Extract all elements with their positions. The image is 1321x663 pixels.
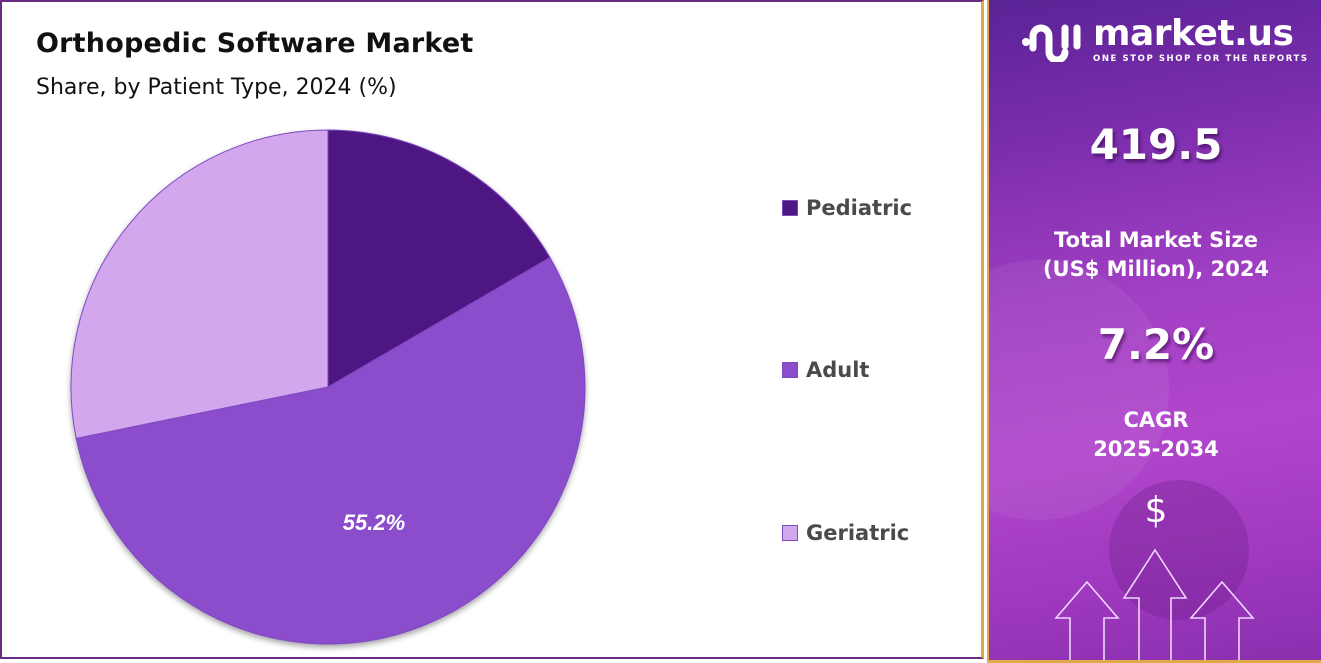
pie-slice-adult	[75, 256, 586, 645]
pie-slice-pediatric	[327, 129, 551, 388]
pie-slice-geriatric	[70, 129, 329, 439]
cagr-label-line2: 2025-2034	[1093, 437, 1219, 461]
cagr-label-line1: CAGR	[1123, 408, 1189, 432]
legend-swatch-pediatric	[782, 200, 798, 216]
summary-panel: market.us ONE STOP SHOP FOR THE REPORTS …	[987, 0, 1321, 663]
brand-name: market.us	[1093, 13, 1294, 54]
market-size-value: 419.5	[1089, 120, 1223, 169]
brand-tagline: ONE STOP SHOP FOR THE REPORTS	[1093, 54, 1309, 64]
market-size-label-line1: Total Market Size	[1054, 228, 1258, 252]
pie-chart: 55.2%	[70, 129, 586, 645]
cagr-value: 7.2%	[1097, 320, 1215, 369]
legend-item-adult: Adult	[782, 358, 869, 382]
legend-swatch-geriatric	[782, 525, 798, 541]
background-decoration	[1109, 480, 1249, 620]
legend-item-geriatric: Geriatric	[782, 521, 909, 545]
market-us-logo-icon	[1022, 24, 1081, 62]
chart-title: Orthopedic Software Market	[36, 28, 474, 59]
legend-swatch-adult	[782, 362, 798, 378]
growth-arrows-icon	[1054, 548, 1255, 660]
slice-label-adult: 55.2%	[343, 510, 405, 535]
brand-logo: market.us ONE STOP SHOP FOR THE REPORTS	[1021, 16, 1309, 64]
legend-label: Pediatric	[806, 196, 913, 220]
dollar-icon: $	[1144, 490, 1168, 531]
legend-label: Adult	[806, 358, 870, 382]
legend-label: Geriatric	[806, 521, 910, 545]
chart-subtitle: Share, by Patient Type, 2024 (%)	[36, 75, 397, 100]
background-decoration	[989, 260, 1169, 520]
chart-panel: Orthopedic Software Market Share, by Pat…	[0, 0, 984, 659]
legend-item-pediatric: Pediatric	[782, 196, 912, 220]
market-size-label-line2: (US$ Million), 2024	[1042, 257, 1270, 281]
